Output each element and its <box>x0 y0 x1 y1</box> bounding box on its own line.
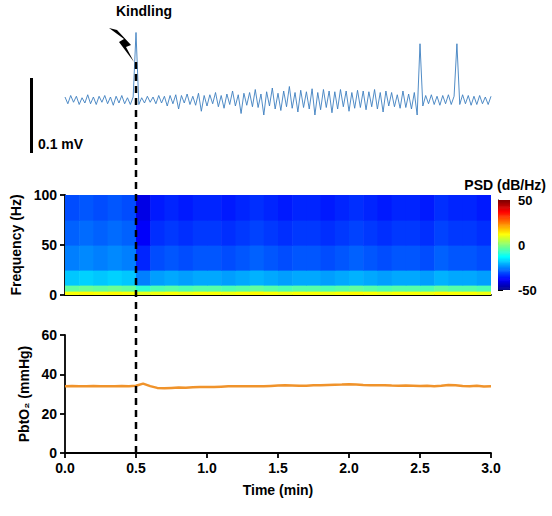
svg-text:Kindling: Kindling <box>116 3 172 19</box>
svg-text:Time (min): Time (min) <box>243 482 314 498</box>
svg-text:0: 0 <box>49 445 57 461</box>
svg-text:0: 0 <box>518 238 525 253</box>
svg-text:100: 100 <box>34 187 58 203</box>
svg-text:PbtO₂ (mmHg): PbtO₂ (mmHg) <box>16 346 32 442</box>
svg-text:-50: -50 <box>518 283 537 298</box>
svg-text:0.5: 0.5 <box>126 460 146 476</box>
svg-text:1.5: 1.5 <box>268 460 288 476</box>
svg-text:PSD (dB/Hz): PSD (dB/Hz) <box>464 177 546 193</box>
svg-text:1.0: 1.0 <box>197 460 217 476</box>
svg-text:50: 50 <box>41 237 57 253</box>
svg-text:50: 50 <box>518 193 532 208</box>
svg-text:20: 20 <box>41 406 57 422</box>
svg-text:0.1 mV: 0.1 mV <box>38 136 84 152</box>
svg-text:2.5: 2.5 <box>410 460 430 476</box>
svg-text:0.0: 0.0 <box>55 460 75 476</box>
svg-text:60: 60 <box>41 327 57 343</box>
svg-text:3.0: 3.0 <box>481 460 501 476</box>
svg-text:Frequency (Hz): Frequency (Hz) <box>8 194 24 295</box>
svg-text:0: 0 <box>49 287 57 303</box>
svg-text:2.0: 2.0 <box>339 460 359 476</box>
svg-text:40: 40 <box>41 366 57 382</box>
